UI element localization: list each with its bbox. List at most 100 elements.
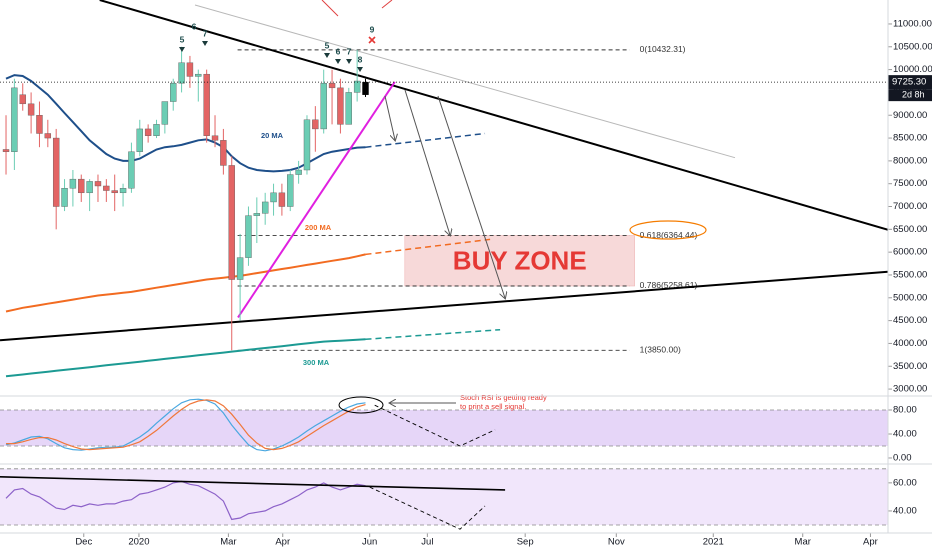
y-tick-label: 7000.00 <box>893 201 927 212</box>
ma-label: 200 MA <box>305 223 332 232</box>
candle-body <box>61 188 68 207</box>
count-label: 6 <box>192 21 197 31</box>
projection <box>374 404 496 447</box>
count-label: 7 <box>347 46 352 56</box>
indicator-line <box>5 398 366 452</box>
candle-body <box>312 119 319 130</box>
projection <box>369 486 486 530</box>
y-tick-label: 6500.00 <box>893 224 927 235</box>
fib-label: 0.786(5258.61) <box>640 280 698 290</box>
triangle <box>179 47 185 52</box>
x-tick-label: Dec <box>75 537 92 548</box>
x-tick-label: Sep <box>517 537 534 548</box>
y-tick-label: 7500.00 <box>893 178 927 189</box>
candle-body <box>328 83 336 89</box>
candle-body <box>178 62 185 84</box>
candle-body <box>44 133 52 139</box>
candle-body <box>19 94 26 105</box>
candle-body <box>228 165 235 280</box>
candle-body <box>2 149 10 152</box>
fib-label: 0.618(6364.44) <box>640 230 698 240</box>
candle-body <box>320 83 327 130</box>
count-label: 6 <box>336 46 341 56</box>
candle-body <box>211 135 219 141</box>
trendline <box>0 476 506 491</box>
cross-line <box>368 36 376 44</box>
y-tick-label: 6000.00 <box>893 247 927 258</box>
panel: BUY ZONE 0(10432.31) 0.618(6364.44) 0.786(5… <box>0 0 888 378</box>
candle-body <box>136 128 143 152</box>
candle-body <box>261 201 269 214</box>
y-tick-label: 80.00 <box>893 405 917 416</box>
trendline <box>194 4 736 159</box>
triangle <box>346 59 352 64</box>
candle-body <box>287 174 294 207</box>
y-tick-label: 10000.00 <box>893 64 932 75</box>
candle-body <box>195 73 202 77</box>
x-tick-label: Jul <box>421 537 433 548</box>
x-tick-label: Jun <box>362 537 377 548</box>
arrow <box>404 89 450 235</box>
x-tick-label: 2020 <box>128 537 149 548</box>
candle-body <box>161 101 169 125</box>
x-tick-label: Mar <box>795 537 811 548</box>
note-text: Stoch RSI is getting ready <box>460 393 547 402</box>
candle-body <box>220 140 227 166</box>
y-tick-label: 8000.00 <box>893 155 927 166</box>
candle-body <box>236 257 244 280</box>
x-tick-label: Nov <box>608 537 625 548</box>
y-tick-label: 60.00 <box>893 477 917 488</box>
note-text: to print a sell signal. <box>460 402 526 411</box>
moving-average <box>5 253 366 313</box>
candle-body <box>278 192 286 207</box>
band <box>0 409 888 446</box>
y-tick-label: 40.00 <box>893 505 917 516</box>
x-tick-label: Apr <box>863 537 878 548</box>
indicator-line <box>6 399 366 451</box>
count-label: 8 <box>358 54 363 64</box>
fib-highlight <box>629 220 707 240</box>
ma-label: 20 MA <box>261 131 284 140</box>
candle-body <box>111 190 118 194</box>
panel <box>0 468 888 530</box>
arrow <box>321 0 339 17</box>
count-triangles <box>179 41 363 72</box>
top-arrows <box>321 0 393 17</box>
candle-body <box>303 119 311 171</box>
candle-body <box>36 115 43 134</box>
trendline <box>99 0 888 231</box>
candle-body <box>103 185 110 191</box>
ma-projection <box>365 328 501 341</box>
ma-projection <box>365 132 486 148</box>
arrow <box>437 95 505 298</box>
candle-body <box>52 137 60 207</box>
y-tick-label: 4500.00 <box>893 315 927 326</box>
buy-zone <box>404 235 635 287</box>
price-label-box <box>888 75 932 90</box>
count-label: 9 <box>370 24 375 34</box>
candle-body <box>186 62 194 77</box>
candle-body <box>11 87 18 152</box>
arrow <box>384 95 395 140</box>
candle-body <box>119 188 127 194</box>
axis-frame <box>0 0 932 534</box>
fib-label: 1(3850.00) <box>640 345 681 355</box>
buy-zone-label: BUY ZONE <box>453 246 587 276</box>
y-tick-label: 5000.00 <box>893 292 927 303</box>
count-label: 5 <box>180 34 185 44</box>
y-tick-label: 10500.00 <box>893 41 932 52</box>
y-tick-label: 40.00 <box>893 429 917 440</box>
trendline <box>237 81 396 318</box>
band <box>0 468 888 525</box>
candle-body <box>170 83 177 102</box>
candle-body <box>295 169 302 175</box>
x-tick-label: Mar <box>220 537 236 548</box>
candle-body <box>270 192 277 203</box>
projection-arrows <box>384 89 505 298</box>
candle-body <box>94 181 102 187</box>
candle-body <box>69 178 77 189</box>
candle-body <box>27 103 35 116</box>
fib-label: 0(10432.31) <box>640 44 686 54</box>
